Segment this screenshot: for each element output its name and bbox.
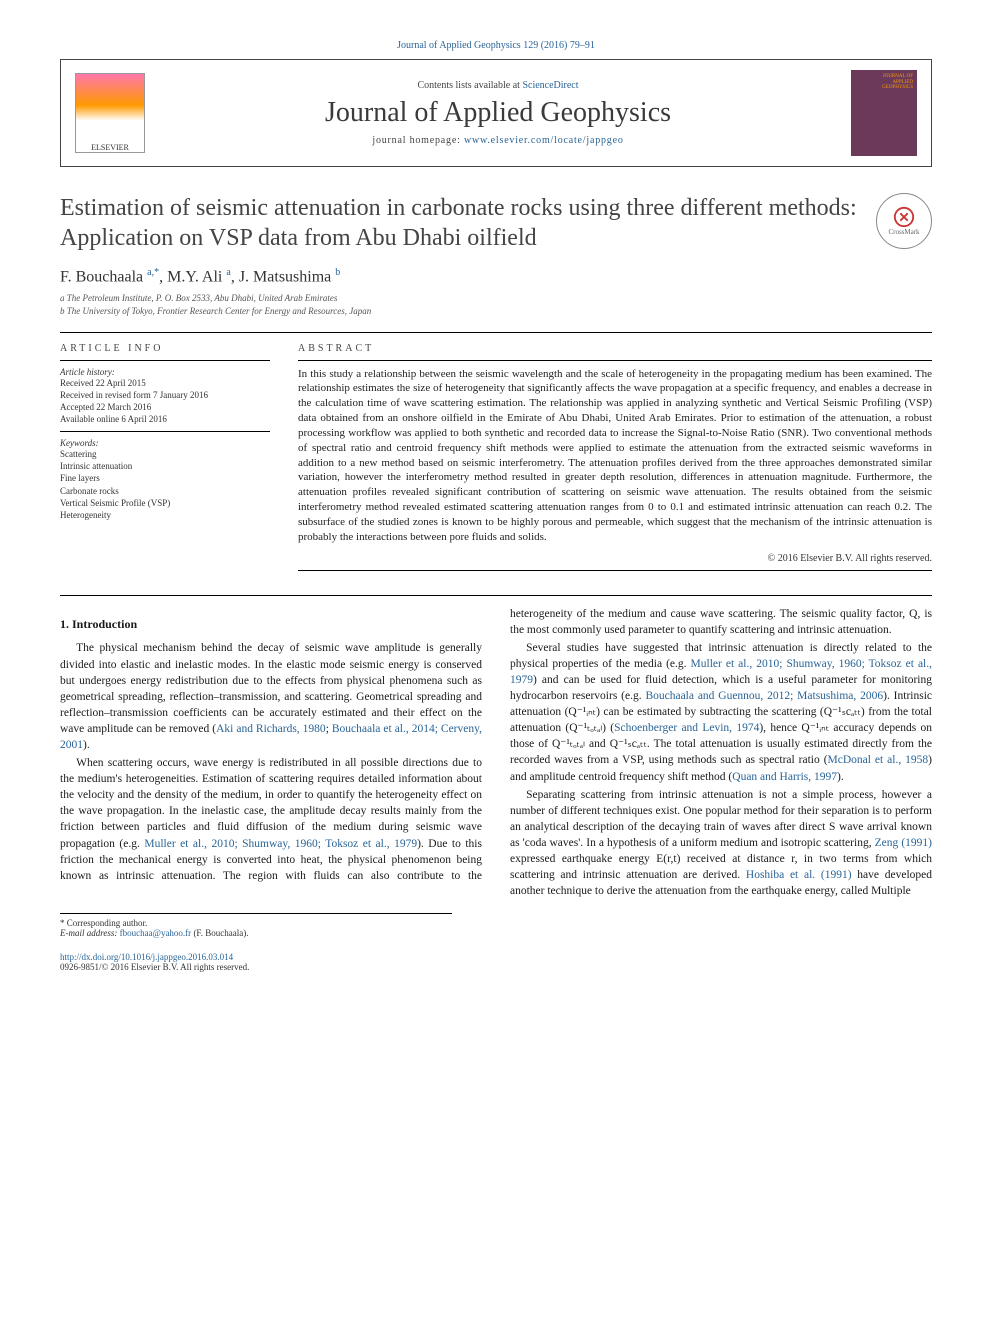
journal-citation: Journal of Applied Geophysics 129 (2016)…: [60, 40, 932, 51]
section-1-head: 1. Introduction: [60, 616, 482, 633]
author-1: F. Bouchaala: [60, 268, 147, 285]
affiliations: a The Petroleum Institute, P. O. Box 253…: [60, 292, 932, 317]
history-head: Article history:: [60, 367, 270, 377]
elsevier-logo: ELSEVIER: [75, 73, 145, 153]
homepage-label: journal homepage:: [372, 135, 464, 146]
info-abstract-row: ARTICLE INFO Article history: Received 2…: [60, 343, 932, 577]
para-1: The physical mechanism behind the decay …: [60, 640, 482, 753]
cover-line3: GEOPHYSICS: [882, 85, 913, 91]
author-3: , J. Matsushima: [231, 268, 335, 285]
issn-copyright: 0926-9851/© 2016 Elsevier B.V. All right…: [60, 962, 932, 972]
corr-author: * Corresponding author.: [60, 918, 452, 928]
ref-link[interactable]: Quan and Harris, 1997: [732, 771, 837, 783]
divider-mid: [60, 595, 932, 596]
author-2: , M.Y. Ali: [159, 268, 226, 285]
article-title: Estimation of seismic attenuation in car…: [60, 193, 858, 253]
keyword: Fine layers: [60, 472, 270, 484]
ref-link[interactable]: Schoenberger and Levin, 1974: [614, 722, 759, 734]
journal-name: Journal of Applied Geophysics: [159, 97, 837, 129]
email-link[interactable]: fbouchaa@yahoo.fr: [120, 928, 192, 938]
abstract-copyright: © 2016 Elsevier B.V. All rights reserved…: [298, 553, 932, 564]
keywords-head: Keywords:: [60, 438, 270, 448]
p1-text-c: ).: [83, 739, 90, 751]
keyword: Heterogeneity: [60, 509, 270, 521]
ref-link[interactable]: Zeng (1991): [875, 837, 932, 849]
history-item: Available online 6 April 2016: [60, 413, 270, 425]
article-info-head: ARTICLE INFO: [60, 343, 270, 354]
journal-cover-thumbnail: JOURNAL OF APPLIED GEOPHYSICS: [851, 70, 917, 156]
abstract-head: ABSTRACT: [298, 343, 932, 354]
keyword: Vertical Seismic Profile (VSP): [60, 497, 270, 509]
crossmark-label: CrossMark: [888, 228, 919, 236]
history-item: Accepted 22 March 2016: [60, 401, 270, 413]
history-item: Received in revised form 7 January 2016: [60, 389, 270, 401]
homepage-line: journal homepage: www.elsevier.com/locat…: [159, 135, 837, 146]
abstract-rule: [298, 360, 932, 361]
ref-link[interactable]: McDonal et al., 1958: [828, 754, 929, 766]
divider-top: [60, 332, 932, 333]
abstract-text: In this study a relationship between the…: [298, 367, 932, 545]
abstract: ABSTRACT In this study a relationship be…: [298, 343, 932, 577]
p4-text-a: Separating scattering from intrinsic att…: [510, 789, 932, 849]
ref-link[interactable]: Bouchaala and Guennou, 2012; Matsushima,…: [645, 690, 883, 702]
sciencedirect-link[interactable]: ScienceDirect: [522, 80, 578, 91]
history-item: Received 22 April 2015: [60, 377, 270, 389]
journal-header: ELSEVIER Contents lists available at Sci…: [60, 59, 932, 167]
info-rule-1: [60, 360, 270, 361]
email-suffix: (F. Bouchaala).: [191, 928, 248, 938]
ref-link[interactable]: Aki and Richards, 1980: [216, 723, 326, 735]
contents-prefix: Contents lists available at: [417, 80, 522, 91]
para-4: Separating scattering from intrinsic att…: [510, 787, 932, 900]
p3-text-f: ).: [837, 771, 844, 783]
crossmark-badge[interactable]: CrossMark: [876, 193, 932, 249]
affil-b: b The University of Tokyo, Frontier Rese…: [60, 305, 932, 318]
ref-link[interactable]: Hoshiba et al. (1991): [746, 869, 852, 881]
affil-a: a The Petroleum Institute, P. O. Box 253…: [60, 292, 932, 305]
keyword: Intrinsic attenuation: [60, 460, 270, 472]
doi-link[interactable]: http://dx.doi.org/10.1016/j.jappgeo.2016…: [60, 952, 233, 962]
title-row: Estimation of seismic attenuation in car…: [60, 193, 932, 253]
authors: F. Bouchaala a,*, M.Y. Ali a, J. Matsush…: [60, 267, 932, 286]
para-3: Several studies have suggested that intr…: [510, 640, 932, 785]
corresponding-footnote: * Corresponding author. E-mail address: …: [60, 913, 452, 938]
author-3-affil: b: [335, 267, 340, 278]
history-list: Received 22 April 2015 Received in revis…: [60, 377, 270, 426]
crossmark-icon: [893, 206, 915, 228]
abstract-rule-bottom: [298, 570, 932, 571]
keywords-list: Scattering Intrinsic attenuation Fine la…: [60, 448, 270, 521]
email-label: E-mail address:: [60, 928, 120, 938]
header-center: Contents lists available at ScienceDirec…: [159, 80, 837, 146]
homepage-link[interactable]: www.elsevier.com/locate/jappgeo: [464, 135, 624, 146]
p2-text-a: When scattering occurs, wave energy is r…: [60, 757, 482, 849]
keyword: Carbonate rocks: [60, 485, 270, 497]
ref-link[interactable]: Muller et al., 2010; Shumway, 1960; Toks…: [144, 838, 417, 850]
keyword: Scattering: [60, 448, 270, 460]
doi-block: http://dx.doi.org/10.1016/j.jappgeo.2016…: [60, 952, 932, 972]
contents-line: Contents lists available at ScienceDirec…: [159, 80, 837, 91]
info-rule-2: [60, 431, 270, 432]
article-info: ARTICLE INFO Article history: Received 2…: [60, 343, 270, 577]
corr-email-line: E-mail address: fbouchaa@yahoo.fr (F. Bo…: [60, 928, 452, 938]
p1-text-a: The physical mechanism behind the decay …: [60, 642, 482, 734]
body-columns: 1. Introduction The physical mechanism b…: [60, 606, 932, 900]
